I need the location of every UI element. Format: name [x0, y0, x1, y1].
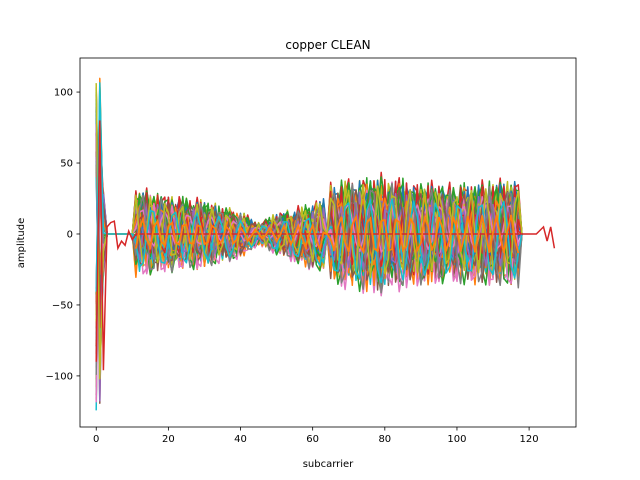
series-line — [95, 176, 523, 342]
x-tick-label: 80 — [378, 434, 391, 445]
y-tick-label: 50 — [60, 159, 73, 170]
series-line-highlight — [95, 120, 556, 371]
x-tick-label: 100 — [447, 434, 466, 445]
series-layer — [95, 77, 556, 411]
x-tick-label: 0 — [93, 434, 99, 445]
y-tick-label: 0 — [67, 229, 73, 240]
x-tick-label: 40 — [234, 434, 247, 445]
series-line — [95, 82, 523, 292]
y-tick-label: 100 — [54, 88, 73, 99]
series-line — [95, 83, 523, 380]
x-axis-label: subcarrier — [303, 459, 354, 470]
y-tick-label: −50 — [52, 300, 73, 311]
series-line — [95, 89, 523, 323]
y-axis-label: amplitude — [16, 218, 27, 269]
x-tick-label: 120 — [520, 434, 539, 445]
x-tick-label: 20 — [162, 434, 175, 445]
chart-title: copper CLEAN — [285, 38, 370, 52]
plot-frame — [79, 57, 577, 428]
x-tick-label: 60 — [306, 434, 319, 445]
y-axis: −100 −50 0 50 100 — [46, 88, 80, 382]
series-line-mean — [135, 213, 520, 255]
y-tick-label: −100 — [46, 371, 73, 382]
x-axis: 0 20 40 60 80 100 120 — [93, 427, 539, 445]
